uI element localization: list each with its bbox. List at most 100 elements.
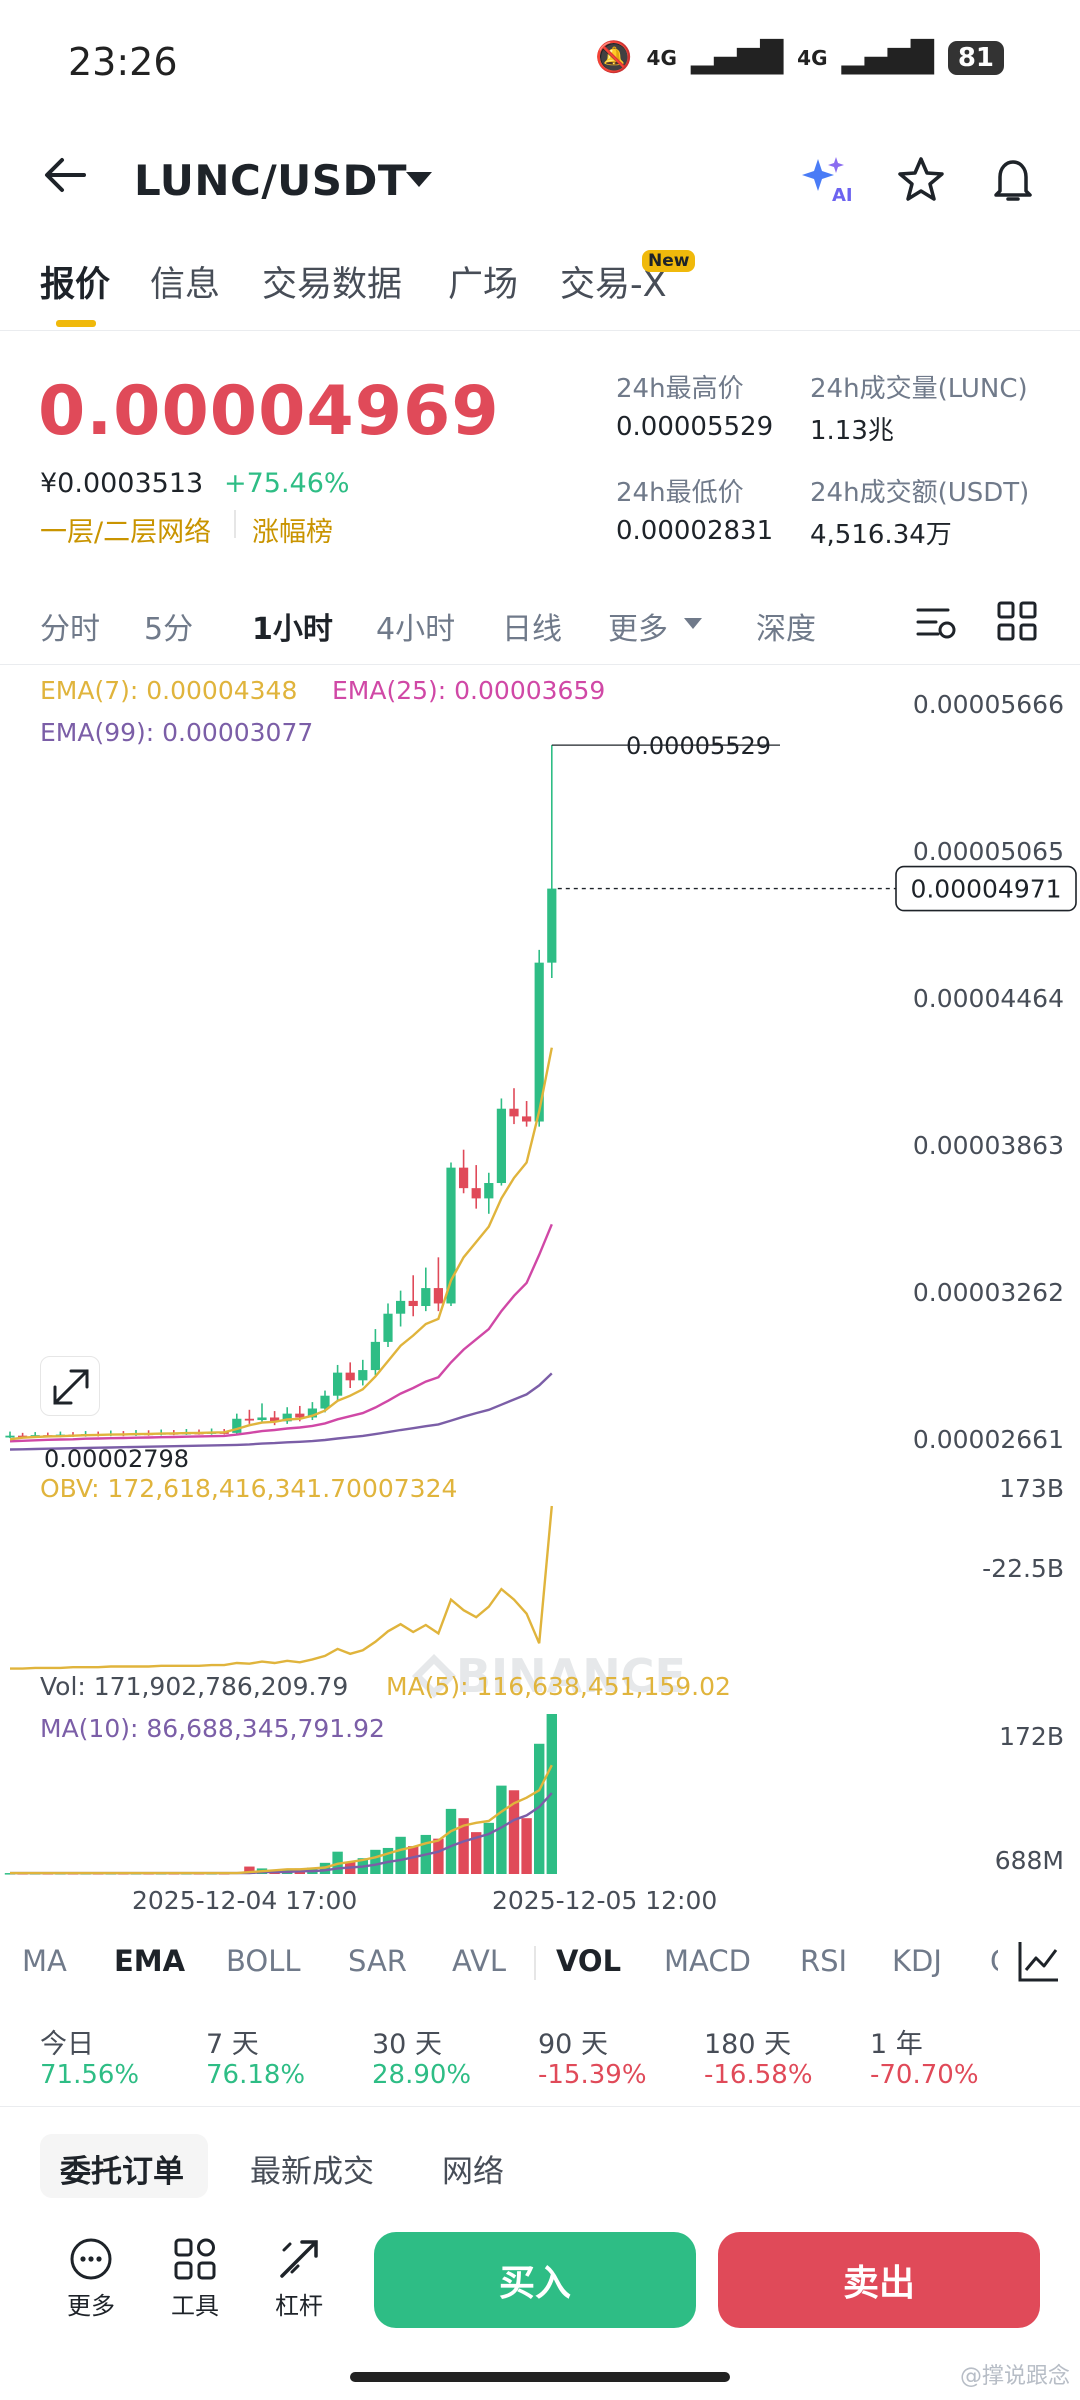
obv-axis-label: 173B: [999, 1474, 1064, 1503]
perf-value-180d: -16.58%: [704, 2060, 813, 2090]
vol-legend: Vol: 171,902,786,209.79: [40, 1672, 349, 1701]
indicator-sar[interactable]: SAR: [348, 1944, 407, 1978]
fullscreen-button[interactable]: [40, 1356, 100, 1416]
ai-sparkle-icon[interactable]: AI: [800, 155, 856, 205]
indicator-ema[interactable]: EMA: [114, 1944, 186, 1978]
candle-body: [282, 1413, 292, 1422]
stat-high-value: 0.00005529: [616, 412, 774, 442]
buy-button[interactable]: 买入: [374, 2232, 696, 2328]
interval-4h[interactable]: 4小时: [376, 612, 456, 647]
candle-body: [307, 1408, 317, 1418]
divider: [0, 2106, 1080, 2107]
perf-value-today: 71.56%: [40, 2060, 140, 2090]
interval-1h[interactable]: 1小时: [252, 612, 333, 647]
chart-type-icon[interactable]: [1016, 1938, 1062, 1984]
stat-low-label: 24h最低价: [616, 478, 744, 508]
pair-title[interactable]: LUNC/USDT: [134, 156, 408, 205]
vol-axis-label: 688M: [994, 1846, 1064, 1875]
candle-body: [547, 888, 557, 963]
price-axis-label: 0.00003262: [912, 1278, 1064, 1307]
high-price-label: 0.00005529: [626, 732, 771, 760]
indicator-boll[interactable]: BOLL: [226, 1944, 301, 1978]
tab-open-orders[interactable]: 委托订单: [60, 2154, 184, 2190]
interval-more[interactable]: 更多: [608, 612, 668, 647]
volume-bar: [395, 1836, 406, 1874]
signal-icon: ▂▄▆█: [690, 40, 784, 75]
perf-value-90d: -15.39%: [538, 2060, 647, 2090]
candle-body: [459, 1167, 469, 1189]
ma10-legend: MA(10): 86,688,345,791.92: [40, 1714, 385, 1743]
caret-down-icon[interactable]: [406, 172, 432, 187]
price-axis-label: 0.00005666: [912, 690, 1064, 719]
tab-square[interactable]: 广场: [448, 265, 519, 305]
candle-body: [345, 1372, 355, 1381]
indicator-avl[interactable]: AVL: [452, 1944, 506, 1978]
candle-body: [396, 1300, 406, 1314]
stat-amount-label: 24h成交额(USDT): [810, 478, 1030, 508]
volume-bar: [445, 1808, 457, 1874]
tab-quote[interactable]: 报价: [40, 265, 111, 305]
star-icon[interactable]: [896, 155, 946, 205]
current-price-label: 0.00004971: [910, 875, 1061, 904]
price-axis-label: 0.00004464: [912, 984, 1064, 1013]
stat-amount-value: 4,516.34万: [810, 520, 952, 550]
volume-bar: [408, 1846, 419, 1874]
perf-label-1y: 1 年: [870, 2029, 923, 2060]
interval-daily[interactable]: 日线: [502, 612, 562, 647]
candle-body: [370, 1341, 380, 1371]
ema7-line: [9, 1047, 553, 1441]
price-axis-label: 0.00002661: [912, 1425, 1064, 1454]
stat-high-label: 24h最高价: [616, 374, 744, 404]
perf-label-today: 今日: [40, 2029, 94, 2060]
indicator-macd[interactable]: MACD: [664, 1944, 751, 1978]
tab-latest-trades[interactable]: 最新成交: [250, 2154, 374, 2190]
tools-grid-icon: [174, 2238, 216, 2280]
tag-layer-network[interactable]: 一层/二层网络: [40, 517, 212, 548]
candle-body: [383, 1313, 393, 1342]
interval-5m[interactable]: 5分: [144, 612, 194, 647]
tab-network[interactable]: 网络: [442, 2154, 504, 2190]
perf-label-7d: 7 天: [206, 2029, 259, 2060]
tab-info[interactable]: 信息: [150, 265, 221, 305]
mute-icon: 🔕: [595, 40, 633, 75]
time-axis-label: 2025-12-05 12:00: [492, 1886, 718, 1915]
candle-body: [257, 1417, 267, 1421]
tools-tool[interactable]: 工具: [150, 2236, 240, 2321]
indicator-vol[interactable]: VOL: [556, 1944, 622, 1978]
expand-icon: [53, 1369, 89, 1405]
source-watermark: @撑说跟念: [959, 2364, 1070, 2389]
network-icon-2: 4G: [797, 45, 828, 70]
sell-button[interactable]: 卖出: [718, 2232, 1040, 2328]
more-tool[interactable]: 更多: [46, 2236, 136, 2321]
stat-vol-label: 24h成交量(LUNC): [810, 374, 1028, 404]
indicator-ma[interactable]: MA: [22, 1944, 67, 1978]
volume-bar: [496, 1785, 507, 1874]
indicator-rsi[interactable]: RSI: [800, 1944, 848, 1978]
layout-grid-icon[interactable]: [996, 600, 1038, 642]
candle-body: [358, 1370, 368, 1381]
new-badge: New: [642, 250, 696, 272]
perf-label-30d: 30 天: [372, 2029, 442, 2060]
leverage-tool-label: 杠杆: [275, 2292, 323, 2320]
home-indicator[interactable]: [350, 2372, 730, 2382]
candle-body: [471, 1188, 481, 1199]
price-axis-label: 0.00005065: [912, 837, 1064, 866]
interval-timeshare[interactable]: 分时: [40, 612, 100, 647]
network-icon: 4G: [646, 45, 677, 70]
tab-trading-data[interactable]: 交易数据: [262, 265, 403, 305]
back-arrow-icon[interactable]: [40, 150, 90, 200]
ema25-line: [9, 1223, 553, 1443]
caret-down-icon[interactable]: [684, 618, 702, 629]
interval-depth[interactable]: 深度: [756, 612, 816, 647]
chart-settings-icon[interactable]: [914, 600, 958, 644]
tag-gainers[interactable]: 涨幅榜: [252, 517, 333, 548]
kline-chart[interactable]: BINANCE 0.00005529 0.00002798 0.00004971: [0, 664, 1080, 1914]
volume-bar: [370, 1849, 381, 1874]
leverage-tool[interactable]: 杠杆: [254, 2236, 344, 2321]
obv-line: [10, 1505, 553, 1670]
status-time: 23:26: [68, 40, 178, 84]
indicator-kdj[interactable]: KDJ: [892, 1944, 942, 1978]
bell-icon[interactable]: [988, 155, 1038, 205]
candle-body: [446, 1167, 456, 1304]
indicator-separator: [534, 1946, 536, 1980]
